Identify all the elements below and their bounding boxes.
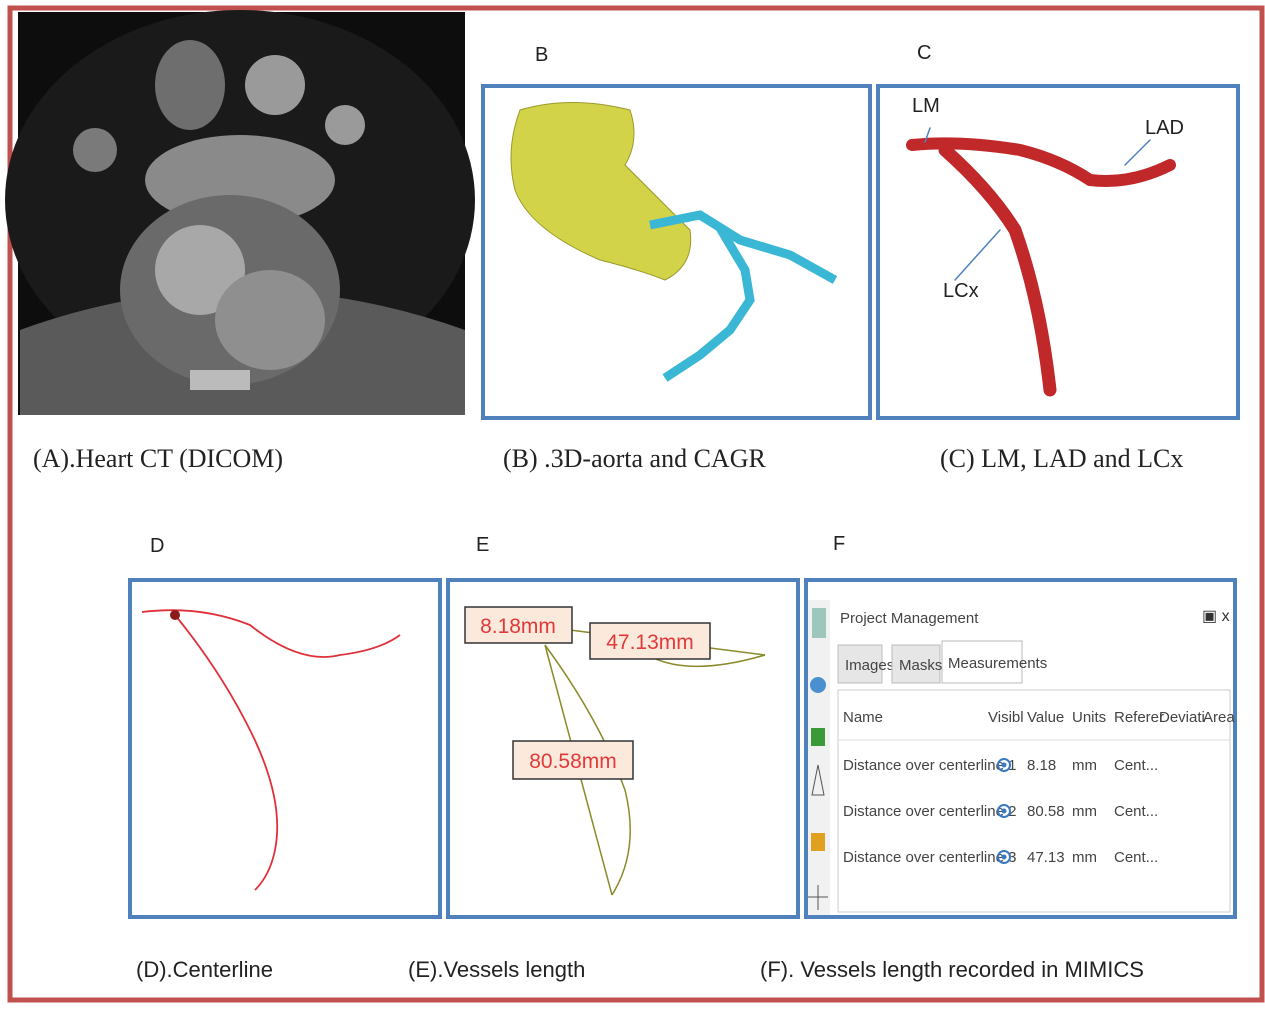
table-cell: Cent... [1114,849,1158,866]
measure-label: 8.18mm [480,615,556,638]
table-cell: mm [1072,803,1097,820]
vessel-label: LCx [943,280,979,302]
tab-label[interactable]: Measurements [948,655,1047,672]
figure: (A).Heart CT (DICOM) B (B) .3D-aorta and… [0,0,1265,1008]
column-header: Name [843,709,883,726]
caption: (C) LM, LAD and LCx [940,444,1183,473]
table-cell: mm [1072,849,1097,866]
caption: (B) .3D-aorta and CAGR [503,444,766,473]
column-header: Value [1027,709,1064,726]
tab-label[interactable]: Images [845,657,894,674]
caption: (E).Vessels length [408,957,585,982]
tab-label[interactable]: Masks [899,657,942,674]
panel-letter: D [150,535,164,557]
ct-image [5,10,475,415]
table-cell: 47.13 [1027,849,1065,866]
visible-dot [1002,809,1007,814]
table-cell: Distance over centerline 1 [843,757,1016,774]
window-controls[interactable]: ▣ x [1202,608,1230,625]
page: (A).Heart CT (DICOM) B (B) .3D-aorta and… [0,0,1265,1008]
measure-label: 47.13mm [606,631,694,654]
panel-frame [878,86,1238,418]
column-header: Area [1203,709,1235,726]
visible-dot [1002,855,1007,860]
panel-letter: F [833,533,845,555]
measure-label: 80.58mm [529,750,617,773]
panel-letter: B [535,44,548,66]
toolbar [808,600,830,915]
caption: (D).Centerline [136,957,273,982]
table-cell: Cent... [1114,803,1158,820]
vessel-label: LAD [1145,117,1184,139]
vessel-label: LM [912,95,940,117]
table-cell: 8.18 [1027,757,1056,774]
column-header: Visibl [988,709,1024,726]
table-cell: Distance over centerline 3 [843,849,1016,866]
panel-letter: C [917,42,931,64]
caption: (F). Vessels length recorded in MIMICS [760,957,1144,982]
table-cell: 80.58 [1027,803,1065,820]
visible-dot [1002,763,1007,768]
table-cell: mm [1072,757,1097,774]
column-header: Deviati [1159,709,1205,726]
column-header: Units [1072,709,1106,726]
table-cell: Distance over centerline 2 [843,803,1016,820]
caption: (A).Heart CT (DICOM) [33,444,283,473]
window-title: Project Management [840,610,979,627]
column-header: Referer [1114,709,1164,726]
panel-letter: E [476,534,489,556]
table-cell: Cent... [1114,757,1158,774]
panel-frame [130,580,440,917]
